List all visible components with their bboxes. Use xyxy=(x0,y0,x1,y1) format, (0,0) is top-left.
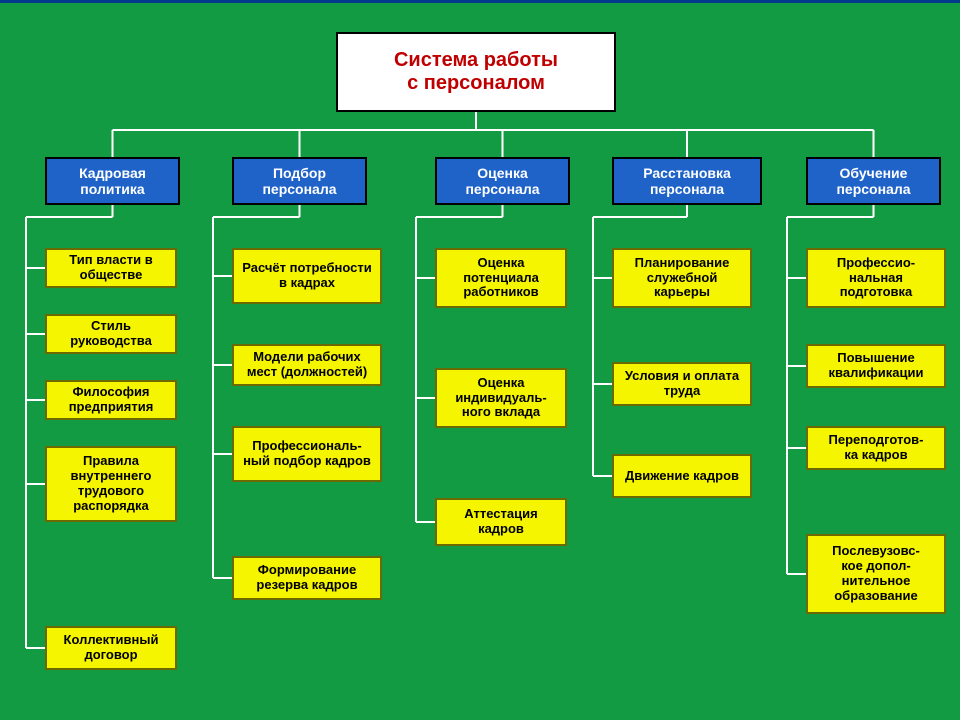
item-box: Расчёт потребности в кадрах xyxy=(232,248,382,304)
item-box: Профессиональ- ный подбор кадров xyxy=(232,426,382,482)
item-box: Условия и оплата труда xyxy=(612,362,752,406)
category-box: Расстановка персонала xyxy=(612,157,762,205)
item-box: Философия предприятия xyxy=(45,380,177,420)
item-box: Послевузовс- кое допол- нительное образо… xyxy=(806,534,946,614)
item-box: Переподготов- ка кадров xyxy=(806,426,946,470)
item-box: Профессио- нальная подготовка xyxy=(806,248,946,308)
item-box: Формирование резерва кадров xyxy=(232,556,382,600)
category-box: Подбор персонала xyxy=(232,157,367,205)
root-box: Система работы с персоналом xyxy=(336,32,616,112)
item-box: Оценка индивидуаль- ного вклада xyxy=(435,368,567,428)
item-box: Тип власти в обществе xyxy=(45,248,177,288)
item-box: Коллективный договор xyxy=(45,626,177,670)
category-box: Кадровая политика xyxy=(45,157,180,205)
category-box: Обучение персонала xyxy=(806,157,941,205)
item-box: Планирование служебной карьеры xyxy=(612,248,752,308)
category-box: Оценка персонала xyxy=(435,157,570,205)
item-box: Правила внутреннего трудового распорядка xyxy=(45,446,177,522)
item-box: Движение кадров xyxy=(612,454,752,498)
item-box: Оценка потенциала работников xyxy=(435,248,567,308)
org-chart: Система работы с персоналом Кадровая поли… xyxy=(0,0,960,720)
item-box: Стиль руководства xyxy=(45,314,177,354)
item-box: Аттестация кадров xyxy=(435,498,567,546)
item-box: Модели рабочих мест (должностей) xyxy=(232,344,382,386)
item-box: Повышение квалификации xyxy=(806,344,946,388)
